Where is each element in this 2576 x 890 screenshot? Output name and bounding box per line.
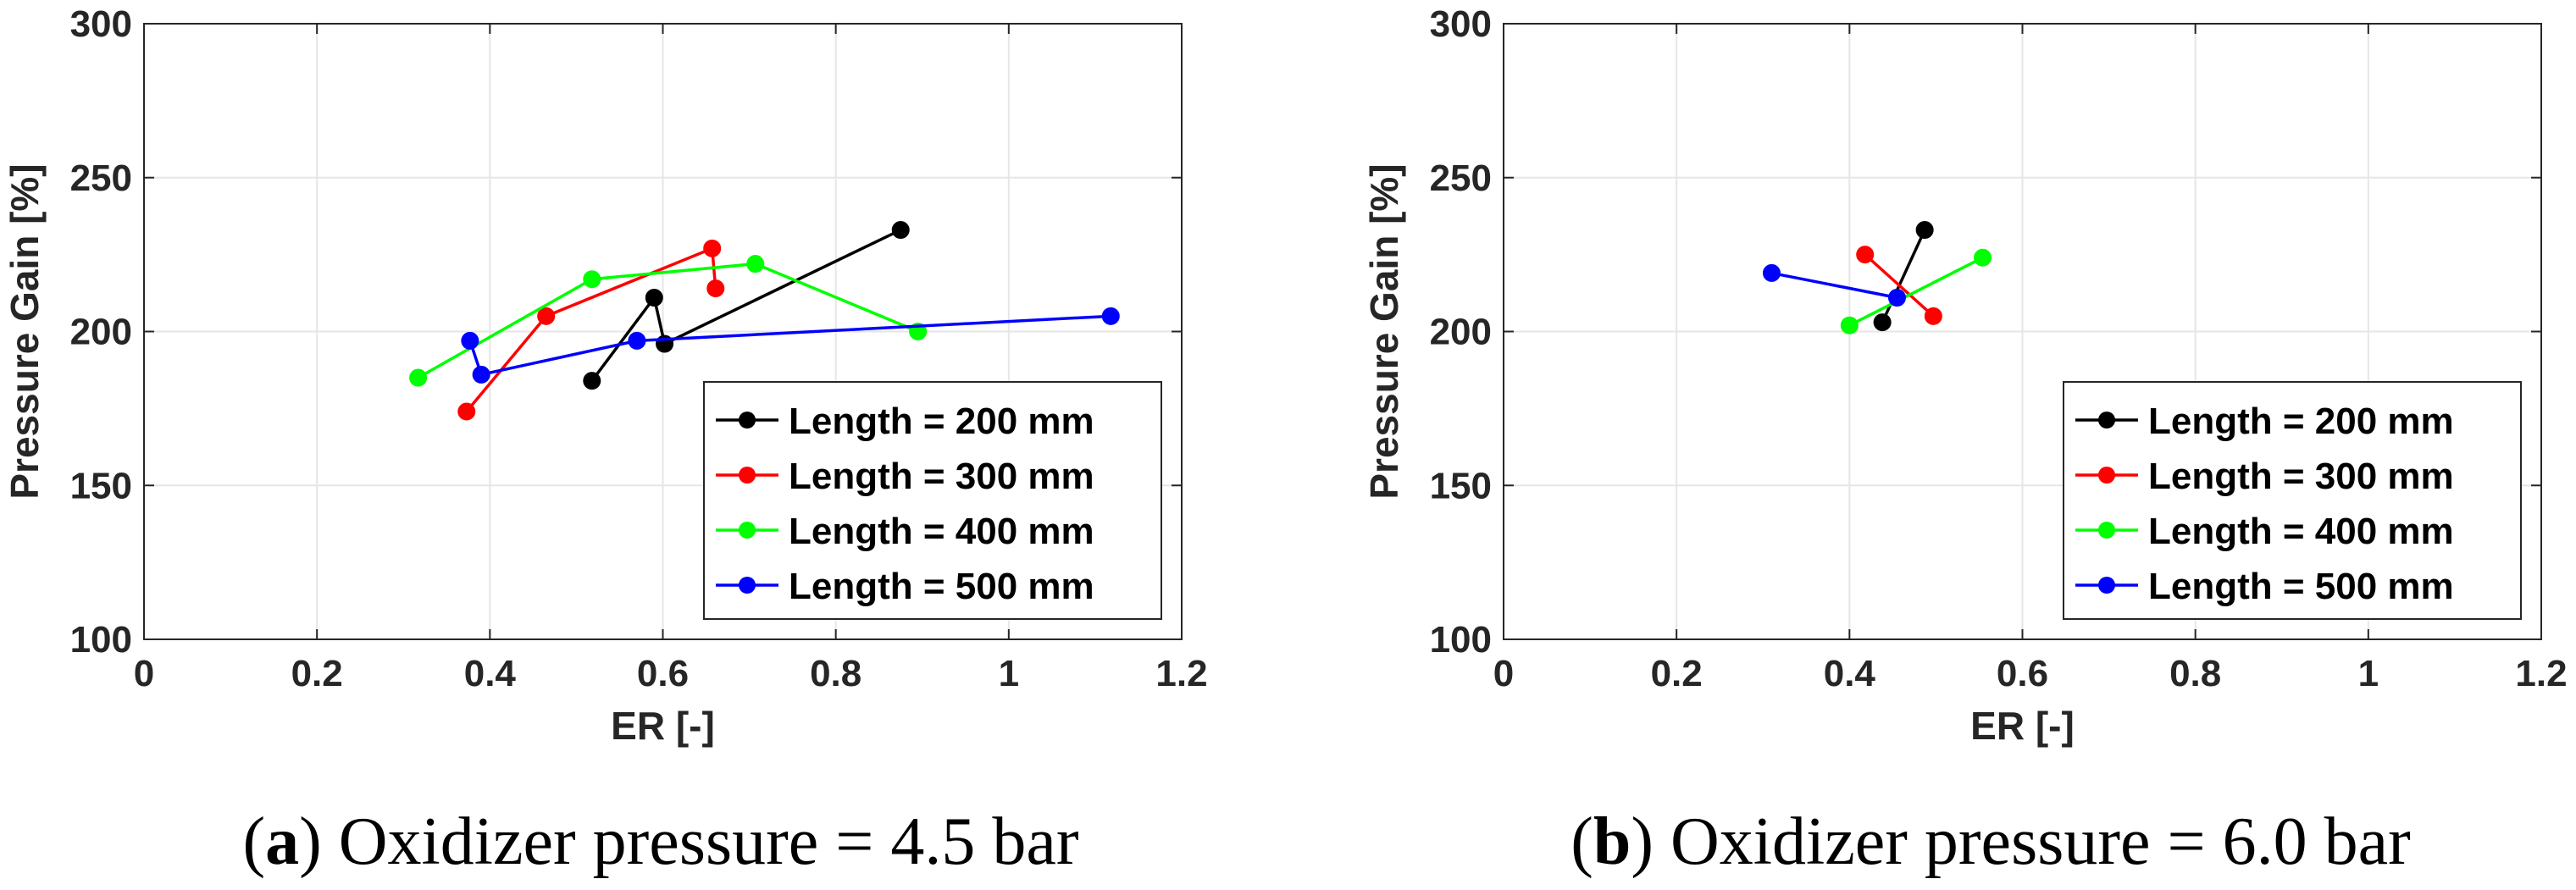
y-tick-label: 200 — [1430, 312, 1492, 353]
series-3 — [1840, 248, 1992, 334]
series-4 — [1762, 263, 1906, 307]
legend-swatch-marker — [2098, 412, 2115, 428]
data-point — [1840, 316, 1859, 334]
y-tick-label: 100 — [70, 619, 132, 661]
data-point — [703, 239, 722, 257]
data-point — [461, 331, 479, 350]
y-axis-label: Pressure Gain [%] — [1362, 163, 1406, 499]
y-tick-label: 150 — [1430, 465, 1492, 506]
y-tick-label: 300 — [1430, 3, 1492, 45]
x-tick-label: 0 — [134, 653, 154, 694]
y-axis-label: Pressure Gain [%] — [3, 163, 47, 499]
x-tick-label: 0.6 — [1997, 653, 2048, 694]
x-axis-label: ER [-] — [611, 704, 715, 748]
series-line — [1771, 271, 1897, 300]
series-1 — [1873, 221, 1934, 332]
caption-b-text: Oxidizer pressure = 6.0 bar — [1670, 804, 2411, 879]
legend-box — [2063, 381, 2522, 620]
series-line — [590, 228, 901, 382]
y-tick-label: 200 — [70, 312, 132, 353]
legend: Length = 200 mm Length = 300 mm Length = 4… — [703, 381, 1162, 620]
legend-swatch-marker — [739, 577, 756, 594]
data-point — [1762, 263, 1781, 282]
legend-swatch-marker — [739, 467, 756, 484]
x-tick-label: 0.4 — [464, 653, 517, 694]
legend-entry-label: Length = 400 mm — [2148, 511, 2454, 552]
series-line — [1848, 256, 1984, 327]
data-point — [891, 221, 910, 240]
data-point — [457, 402, 476, 421]
data-point — [706, 279, 725, 298]
chart-panel-b: 0 0.2 0.4 0.6 0.8 1 1.2 100 150 200 250 300 ER [-] Pr… — [1362, 3, 2568, 748]
series-4 — [461, 307, 1120, 384]
legend-entry-label: Length = 400 mm — [789, 511, 1094, 552]
data-point — [1924, 307, 1942, 325]
x-tick-label: 1.2 — [1155, 653, 1207, 694]
data-point — [472, 365, 490, 384]
data-point — [628, 331, 646, 350]
data-point — [1974, 248, 1992, 267]
caption-b-label: b — [1593, 804, 1631, 879]
data-point — [583, 270, 601, 289]
x-axis-label: ER [-] — [1970, 704, 2075, 748]
x-tick-label: 1 — [2358, 653, 2379, 694]
legend-swatch-marker — [2098, 467, 2115, 484]
data-point — [645, 289, 663, 307]
series-line — [1881, 229, 1926, 323]
series-line — [1864, 253, 1935, 318]
legend-entry-label: Length = 300 mm — [789, 456, 1094, 497]
x-tick-label: 1 — [999, 653, 1019, 694]
y-tick-label: 250 — [1430, 158, 1492, 199]
data-point — [537, 307, 556, 325]
data-point — [409, 368, 428, 387]
y-tick-label: 150 — [70, 465, 132, 506]
legend-swatch-marker — [2098, 577, 2115, 594]
x-tick-label: 0.8 — [810, 653, 861, 694]
caption-a: (a) Oxidizer pressure = 4.5 bar — [243, 804, 1079, 879]
caption-b: (b) Oxidizer pressure = 6.0 bar — [1571, 804, 2411, 879]
data-point — [1856, 246, 1875, 264]
data-point — [583, 372, 601, 390]
series-1 — [583, 221, 910, 390]
x-tick-label: 1.2 — [2515, 653, 2567, 694]
series-2 — [1856, 246, 1942, 325]
x-tick-label: 0.4 — [1824, 653, 1876, 694]
legend-swatch-marker — [739, 412, 756, 428]
y-tick-label: 250 — [70, 158, 132, 199]
data-point — [1101, 307, 1120, 325]
y-tick-label: 100 — [1430, 619, 1492, 661]
x-tick-label: 0.2 — [291, 653, 343, 694]
x-tick-label: 0.6 — [637, 653, 689, 694]
x-tick-label: 0 — [1493, 653, 1514, 694]
legend-box — [703, 381, 1162, 620]
legend-entry-label: Length = 300 mm — [2148, 456, 2454, 497]
x-tick-label: 0.2 — [1651, 653, 1703, 694]
caption-a-label: a — [265, 804, 299, 879]
legend-swatch-marker — [739, 522, 756, 539]
data-point — [746, 255, 765, 274]
legend: Length = 200 mm Length = 300 mm Length = 4… — [2063, 381, 2522, 620]
legend-swatch-marker — [2098, 522, 2115, 539]
chart-panel-a: 0 0.2 0.4 0.6 0.8 1 1.2 100 150 200 250 300 ER [-] Pr… — [3, 3, 1208, 748]
y-tick-label: 300 — [70, 3, 132, 45]
series-line — [468, 314, 1111, 377]
legend-entry-label: Length = 200 mm — [2148, 401, 2454, 442]
caption-a-text: Oxidizer pressure = 4.5 bar — [339, 804, 1079, 879]
data-point — [1887, 289, 1906, 307]
x-tick-label: 0.8 — [2169, 653, 2221, 694]
legend-entry-label: Length = 500 mm — [2148, 566, 2454, 607]
series-line — [417, 262, 919, 379]
data-point — [1873, 313, 1892, 332]
legend-entry-label: Length = 200 mm — [789, 401, 1094, 442]
data-point — [1915, 221, 1934, 240]
legend-entry-label: Length = 500 mm — [789, 566, 1094, 607]
